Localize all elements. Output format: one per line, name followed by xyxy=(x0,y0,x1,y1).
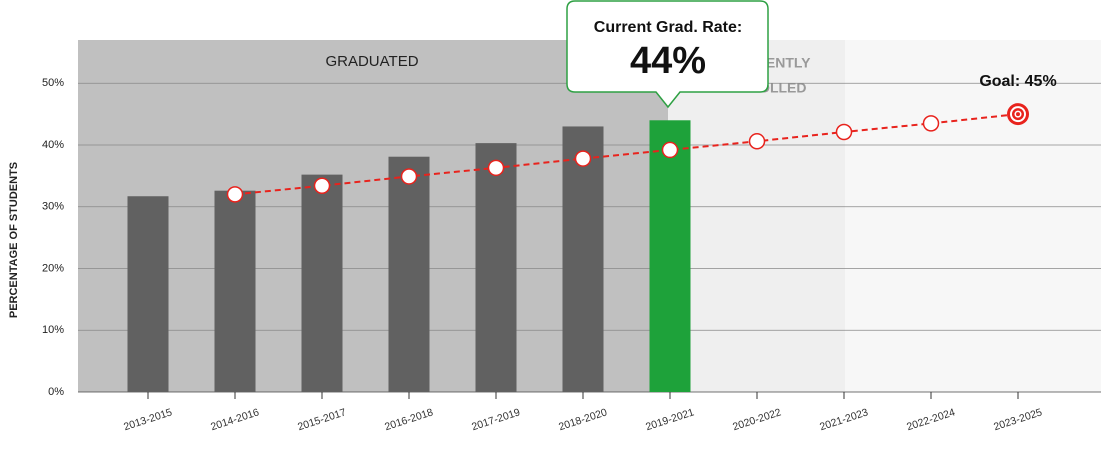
x-tick-label: 2018-2020 xyxy=(557,406,609,433)
x-tick-label: 2015-2017 xyxy=(296,406,348,433)
callout: Current Grad. Rate: 44% xyxy=(566,0,769,109)
goal-ring xyxy=(1016,112,1020,117)
point xyxy=(313,177,331,194)
callout-value: 44% xyxy=(630,40,706,82)
marks xyxy=(127,103,1029,392)
x-tick-label: 2021-2023 xyxy=(818,406,870,433)
y-axis-label: PERCENTAGE OF STUDENTS xyxy=(8,162,20,318)
x-tick-label: 2017-2019 xyxy=(470,406,522,433)
x-tick-label: 2013-2015 xyxy=(122,406,174,433)
x-tick-label: 2014-2016 xyxy=(209,406,261,433)
x-tick-label: 2022-2024 xyxy=(905,406,957,433)
x-tick-label: 2019-2021 xyxy=(644,406,696,433)
x-tick-label: 2020-2022 xyxy=(731,406,783,433)
point xyxy=(835,123,853,141)
point xyxy=(922,115,940,132)
point xyxy=(661,141,679,159)
bar xyxy=(214,190,256,392)
goal-label: Goal: 45% xyxy=(979,73,1056,90)
y-tick-label: 20% xyxy=(42,262,64,274)
y-tick-label: 10% xyxy=(42,324,64,336)
y-tick-label: 40% xyxy=(42,139,64,151)
bar xyxy=(301,174,343,392)
x-tick-label: 2016-2018 xyxy=(383,406,435,433)
point xyxy=(400,168,418,185)
region-label: GRADUATED xyxy=(325,53,418,70)
point xyxy=(226,186,244,203)
point xyxy=(748,133,766,150)
x-tick-label: 2023-2025 xyxy=(992,406,1044,433)
callout-box xyxy=(566,0,769,109)
future-region xyxy=(845,40,1101,392)
callout-title: Current Grad. Rate: xyxy=(594,19,742,36)
y-tick-label: 0% xyxy=(48,386,64,398)
point xyxy=(574,150,592,167)
bar xyxy=(388,156,430,392)
y-tick-label: 50% xyxy=(42,77,64,89)
bar xyxy=(649,120,691,392)
bar xyxy=(562,126,604,392)
goal-marker xyxy=(1007,103,1029,126)
bar xyxy=(127,196,169,392)
y-tick-label: 30% xyxy=(42,201,64,213)
enrolled-region xyxy=(668,40,845,392)
line xyxy=(234,113,1019,196)
bar xyxy=(475,143,517,392)
point xyxy=(487,159,505,177)
